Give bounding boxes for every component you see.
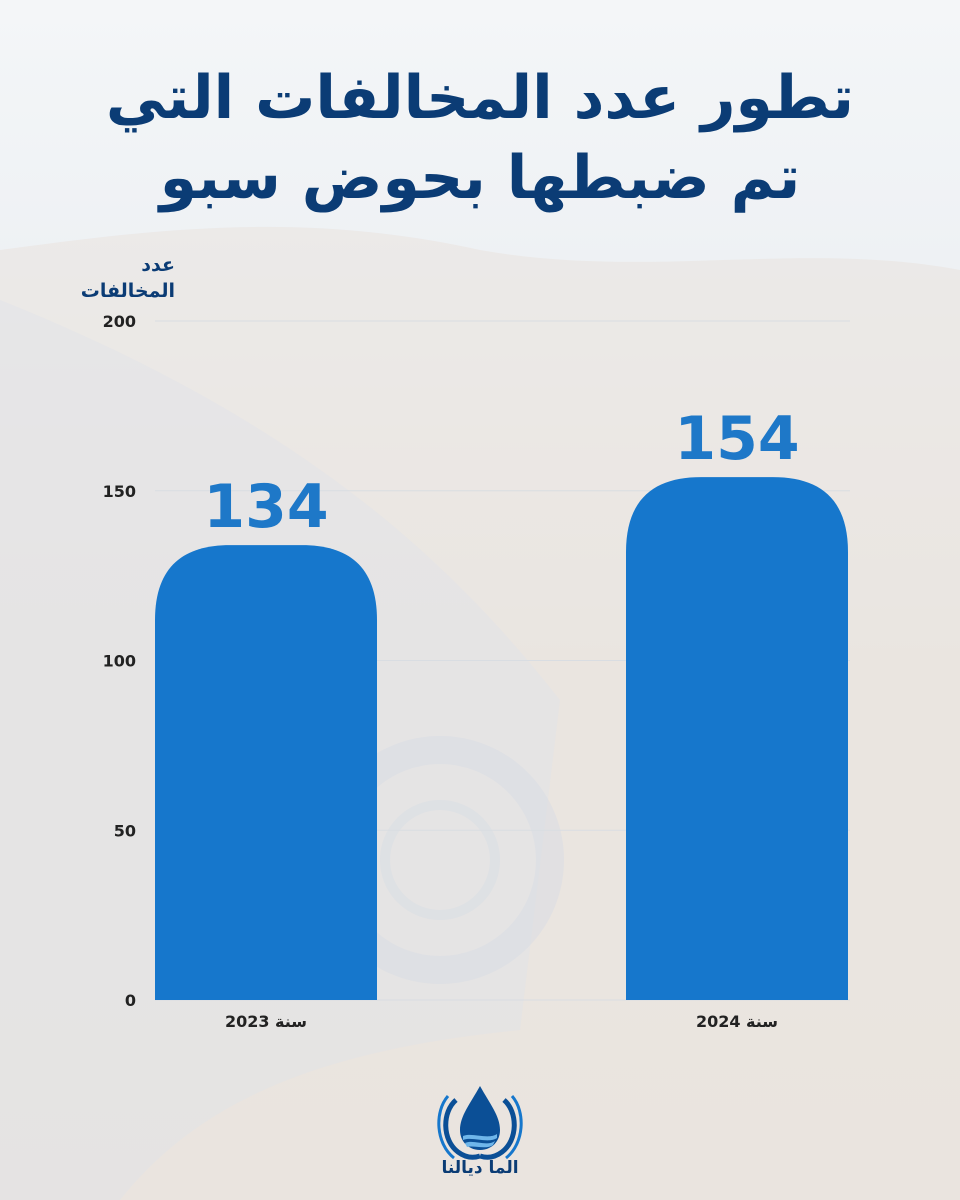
y-tick-label: 150 [103,482,136,501]
brand-name: الما ديالنا [441,1158,519,1178]
y-tick-label: 50 [114,821,136,840]
x-tick-label: سنة 2024 [696,1012,778,1031]
bar [626,477,848,1000]
y-tick-label: 0 [125,991,136,1010]
bar [155,545,377,1000]
y-axis-label-line-1: عدد [141,254,175,276]
bar-value-label: 134 [203,472,328,542]
y-axis-label: عدد المخالفات [40,252,175,304]
y-tick-label: 200 [103,312,136,331]
bar-value-label: 154 [674,404,799,474]
bar-chart: 0 50 100 150 200 134 سنة 2023 154 سنة 2024 [103,312,850,1031]
water-drop-hands-icon [437,1086,523,1160]
title-line-1: تطور عدد المخالفات التي [105,63,855,133]
title-line-2: تم ضبطها بحوض سبو [159,143,801,213]
y-axis-label-line-2: المخالفات [80,280,175,302]
chart-title: تطور عدد المخالفات التي تم ضبطها بحوض سب… [0,58,960,218]
x-tick-label: سنة 2023 [225,1012,307,1031]
y-tick-label: 100 [103,652,136,671]
